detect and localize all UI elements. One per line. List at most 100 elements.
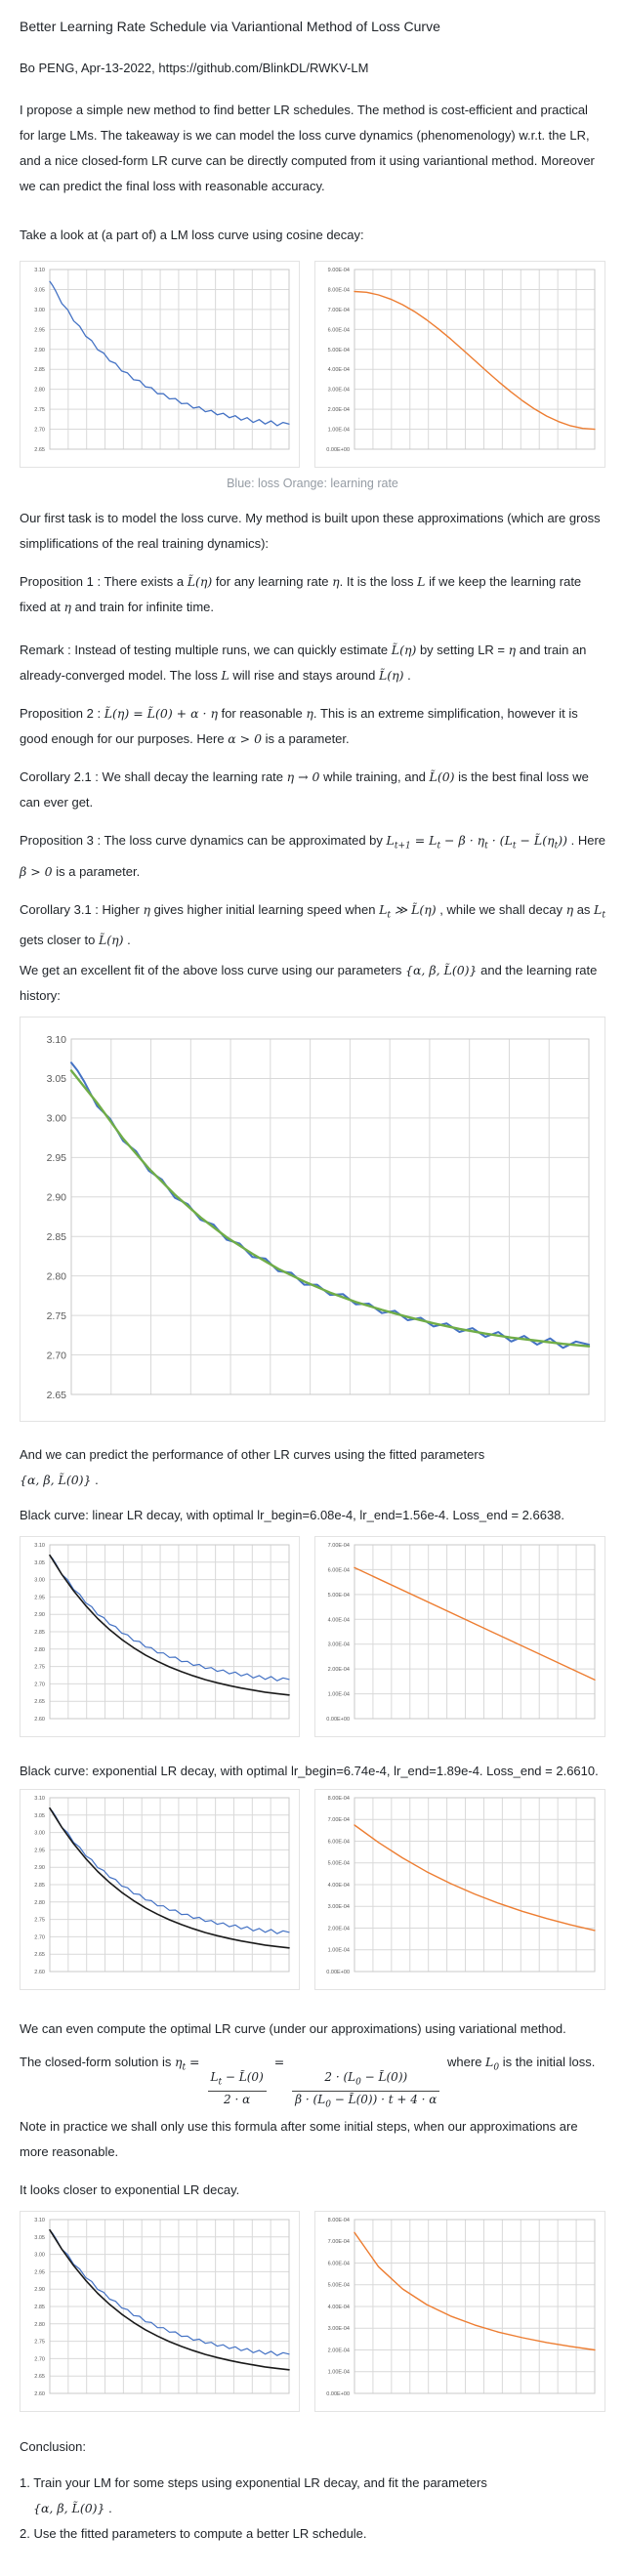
svg-text:4.00E-04: 4.00E-04 bbox=[328, 1883, 350, 1889]
svg-text:0.00E+00: 0.00E+00 bbox=[326, 447, 350, 453]
chart-pair-optimal: 3.10 3.05 3.00 2.95 2.90 2.85 2.80 2.75 2.70 2.65… bbox=[20, 2210, 605, 2412]
svg-text:2.90: 2.90 bbox=[47, 1192, 67, 1204]
svg-text:2.65: 2.65 bbox=[34, 1699, 45, 1705]
excellent-fit-paragraph: We get an excellent fit of the above los… bbox=[20, 963, 598, 1003]
svg-text:3.00E-04: 3.00E-04 bbox=[328, 1904, 350, 1910]
lr-chart-exponential: 8.00E-04 7.00E-04 6.00E-04 5.00E-04 4.00E-04… bbox=[314, 1789, 605, 1990]
svg-text:2.90: 2.90 bbox=[34, 1865, 45, 1871]
predict-paragraph: And we can predict the performance of ot… bbox=[20, 1447, 485, 1462]
svg-text:3.00E-04: 3.00E-04 bbox=[328, 1642, 350, 1648]
chart-caption: Blue: loss Orange: learning rate bbox=[227, 477, 398, 490]
svg-text:3.00E-04: 3.00E-04 bbox=[328, 388, 350, 394]
svg-text:3.00: 3.00 bbox=[47, 1113, 67, 1125]
chart-pair-exponential: 3.10 3.05 3.00 2.95 2.90 2.85 2.80 2.75 2.70 2.65… bbox=[20, 1789, 605, 1990]
byline: Bo PENG, Apr-13-2022, https://github.com… bbox=[20, 61, 369, 75]
svg-text:1.00E-04: 1.00E-04 bbox=[328, 1692, 350, 1698]
svg-text:2.75: 2.75 bbox=[47, 1310, 67, 1322]
svg-text:2.65: 2.65 bbox=[47, 1390, 67, 1401]
svg-text:2.80: 2.80 bbox=[47, 1270, 67, 1282]
conclusion-heading: Conclusion: bbox=[20, 2438, 86, 2454]
svg-text:3.05: 3.05 bbox=[47, 1073, 67, 1085]
conclusion-item-1: 1. Train your LM for some steps using ex… bbox=[20, 2474, 487, 2490]
chart-pair-linear: 3.10 3.05 3.00 2.95 2.90 2.85 2.80 2.75 2.70 2.65… bbox=[20, 1536, 605, 1737]
svg-text:2.85: 2.85 bbox=[34, 367, 45, 373]
svg-text:5.00E-04: 5.00E-04 bbox=[328, 348, 350, 353]
conclusion-list: 1. Train your LM for some steps using ex… bbox=[20, 2471, 605, 2547]
svg-text:4.00E-04: 4.00E-04 bbox=[328, 367, 350, 373]
svg-text:3.10: 3.10 bbox=[34, 268, 45, 273]
svg-text:2.85: 2.85 bbox=[34, 2305, 45, 2310]
svg-text:2.80: 2.80 bbox=[34, 388, 45, 394]
svg-text:5.00E-04: 5.00E-04 bbox=[328, 1593, 350, 1599]
svg-text:2.60: 2.60 bbox=[34, 2391, 45, 2397]
svg-text:6.00E-04: 6.00E-04 bbox=[328, 327, 350, 333]
svg-text:3.05: 3.05 bbox=[34, 2235, 45, 2241]
black-exp-paragraph: Black curve: exponential LR decay, with … bbox=[20, 1764, 599, 1778]
svg-text:2.95: 2.95 bbox=[34, 1848, 45, 1853]
svg-text:8.00E-04: 8.00E-04 bbox=[328, 1796, 350, 1802]
loss-chart-exponential: 3.10 3.05 3.00 2.95 2.90 2.85 2.80 2.75 2.70 2.65… bbox=[20, 1789, 300, 1990]
document-page: Better Learning Rate Schedule via Varian… bbox=[20, 0, 605, 2556]
svg-text:2.90: 2.90 bbox=[34, 1612, 45, 1618]
svg-text:2.70: 2.70 bbox=[47, 1350, 67, 1361]
svg-text:2.95: 2.95 bbox=[47, 1152, 67, 1164]
looks-closer-paragraph: It looks closer to exponential LR decay. bbox=[20, 2181, 240, 2197]
svg-text:2.00E-04: 2.00E-04 bbox=[328, 1667, 350, 1673]
svg-text:2.60: 2.60 bbox=[34, 1717, 45, 1723]
svg-text:4.00E-04: 4.00E-04 bbox=[328, 1617, 350, 1623]
svg-text:2.75: 2.75 bbox=[34, 1918, 45, 1924]
svg-text:5.00E-04: 5.00E-04 bbox=[328, 1861, 350, 1867]
svg-text:2.95: 2.95 bbox=[34, 1595, 45, 1600]
svg-text:2.70: 2.70 bbox=[34, 2356, 45, 2362]
intro-paragraph: I propose a simple new method to find be… bbox=[20, 103, 595, 193]
svg-text:2.65: 2.65 bbox=[34, 447, 45, 453]
svg-text:6.00E-04: 6.00E-04 bbox=[328, 2261, 350, 2266]
svg-text:2.85: 2.85 bbox=[34, 1630, 45, 1636]
svg-text:6.00E-04: 6.00E-04 bbox=[328, 1839, 350, 1845]
chart-pair-cosine: 3.10 3.05 3.00 2.95 2.90 2.85 2.80 2.75 2.70 2.65… bbox=[20, 261, 605, 468]
loss-chart-linear: 3.10 3.05 3.00 2.95 2.90 2.85 2.80 2.75 2.70 2.65… bbox=[20, 1536, 300, 1737]
svg-text:2.85: 2.85 bbox=[47, 1231, 67, 1243]
svg-text:3.00: 3.00 bbox=[34, 1578, 45, 1584]
svg-text:1.00E-04: 1.00E-04 bbox=[328, 2370, 350, 2376]
loss-chart-cosine: 3.10 3.05 3.00 2.95 2.90 2.85 2.80 2.75 2.70 2.65 bbox=[20, 261, 300, 468]
lr-chart-linear: 7.00E-04 6.00E-04 5.00E-04 4.00E-04 3.00E-04… bbox=[314, 1536, 605, 1737]
svg-text:0.00E+00: 0.00E+00 bbox=[326, 2391, 350, 2397]
svg-text:8.00E-04: 8.00E-04 bbox=[328, 287, 350, 293]
svg-text:0.00E+00: 0.00E+00 bbox=[326, 1717, 350, 1723]
svg-text:2.70: 2.70 bbox=[34, 1934, 45, 1940]
svg-text:2.75: 2.75 bbox=[34, 1665, 45, 1671]
svg-text:3.10: 3.10 bbox=[34, 1796, 45, 1802]
svg-text:6.00E-04: 6.00E-04 bbox=[328, 1567, 350, 1573]
proposition-3: Proposition 3 : The loss curve dynamics … bbox=[20, 833, 605, 879]
svg-text:2.00E-04: 2.00E-04 bbox=[328, 1926, 350, 1932]
black-linear-paragraph: Black curve: linear LR decay, with optim… bbox=[20, 1508, 565, 1522]
svg-text:2.65: 2.65 bbox=[34, 2374, 45, 2380]
svg-text:7.00E-04: 7.00E-04 bbox=[328, 1543, 350, 1549]
compute-optimal-paragraph: We can even compute the optimal LR curve… bbox=[20, 2021, 566, 2036]
svg-text:3.00: 3.00 bbox=[34, 2252, 45, 2258]
svg-text:3.10: 3.10 bbox=[34, 2218, 45, 2223]
svg-text:5.00E-04: 5.00E-04 bbox=[328, 2283, 350, 2289]
conclusion-item-2: 2. Use the fitted parameters to compute … bbox=[20, 2525, 367, 2541]
params-set-line: {α, β, L̃(0)} . bbox=[20, 1473, 99, 1487]
svg-text:2.80: 2.80 bbox=[34, 1647, 45, 1653]
svg-text:3.05: 3.05 bbox=[34, 287, 45, 293]
svg-text:9.00E-04: 9.00E-04 bbox=[328, 268, 350, 273]
loss-fit-chart: 3.10 3.05 3.00 2.95 2.90 2.85 2.80 2.75 2.70 2.65 bbox=[20, 1017, 605, 1422]
closed-form-paragraph: The closed-form solution is ηt = Lt − L̃… bbox=[20, 2055, 596, 2159]
svg-text:2.90: 2.90 bbox=[34, 2287, 45, 2293]
first-task-paragraph: Our first task is to model the loss curv… bbox=[20, 511, 601, 551]
svg-text:7.00E-04: 7.00E-04 bbox=[328, 1817, 350, 1823]
svg-text:3.00: 3.00 bbox=[34, 1831, 45, 1837]
lr-chart-optimal: 8.00E-04 7.00E-04 6.00E-04 5.00E-04 4.00E-04… bbox=[314, 2210, 605, 2412]
remark: Remark : Instead of testing multiple run… bbox=[20, 643, 587, 683]
svg-text:3.10: 3.10 bbox=[47, 1034, 67, 1046]
svg-text:2.75: 2.75 bbox=[34, 2339, 45, 2345]
svg-text:2.00E-04: 2.00E-04 bbox=[328, 407, 350, 413]
svg-text:1.00E-04: 1.00E-04 bbox=[328, 428, 350, 434]
svg-text:2.90: 2.90 bbox=[34, 348, 45, 353]
svg-text:2.70: 2.70 bbox=[34, 1682, 45, 1687]
corollary-3-1: Corollary 3.1 : Higher η gives higher in… bbox=[20, 901, 605, 948]
svg-text:2.75: 2.75 bbox=[34, 407, 45, 413]
